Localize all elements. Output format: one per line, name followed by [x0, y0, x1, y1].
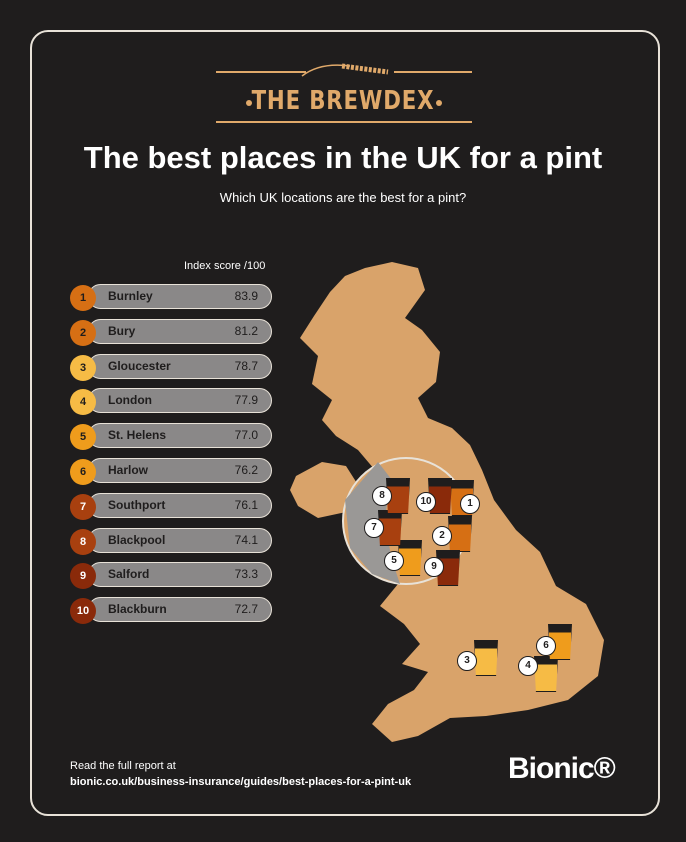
- ranking-row: 9 Salford 73.3: [70, 562, 274, 590]
- map-pin-number: 10: [416, 492, 436, 512]
- map-pin-number: 4: [518, 656, 538, 676]
- ranking-row: 5 St. Helens 77.0: [70, 423, 274, 451]
- ranking-row: 10 Blackburn 72.7: [70, 597, 274, 625]
- map-pin-number: 9: [424, 557, 444, 577]
- rank-badge: 1: [70, 285, 96, 311]
- map-pin-number: 5: [384, 551, 404, 571]
- score-bar: [88, 284, 272, 309]
- rank-badge: 10: [70, 598, 96, 625]
- wheat-icon: [301, 63, 389, 77]
- location-name: Southport: [108, 497, 166, 512]
- report-link[interactable]: bionic.co.uk/business-insurance/guides/b…: [70, 776, 412, 788]
- rank-badge: 6: [70, 459, 96, 485]
- ranking-row: 2 Bury 81.2: [70, 318, 274, 346]
- index-score: 78.7: [234, 358, 258, 373]
- subtitle: Which UK locations are the best for a pi…: [219, 190, 467, 205]
- logo-dot: [436, 100, 442, 106]
- index-score: 74.1: [234, 532, 258, 547]
- score-bar: [88, 423, 272, 449]
- map-pin-number: 2: [432, 526, 452, 546]
- brewdex-logo: THE BREWDEX: [251, 86, 435, 116]
- index-score: 77.0: [234, 428, 258, 443]
- logo-dot: [246, 100, 252, 106]
- bionic-logo: Bionic®: [508, 752, 616, 785]
- score-bar: [88, 353, 272, 379]
- index-score: 77.9: [234, 393, 258, 408]
- rank-badge: 8: [70, 528, 96, 555]
- rank-badge: 9: [70, 563, 96, 590]
- page-title: The best places in the UK for a pint: [83, 140, 603, 175]
- index-score: 76.2: [234, 463, 258, 477]
- logo-divider: [216, 71, 306, 73]
- decorative-frame: [30, 30, 660, 816]
- score-bar: [88, 388, 272, 414]
- location-name: Blackpool: [108, 532, 166, 547]
- score-bar: [88, 597, 272, 623]
- location-name: Bury: [108, 323, 136, 338]
- ranking-row: 3 Gloucester 78.7: [70, 353, 274, 381]
- logo-divider: [216, 121, 472, 123]
- footer-text: Read the full report at: [70, 760, 176, 772]
- ranking-row: 6 Harlow 76.2: [70, 458, 274, 485]
- location-name: Gloucester: [108, 358, 171, 373]
- map-pin-number: 8: [372, 486, 392, 506]
- map-pin-number: 1: [460, 494, 480, 514]
- map-pin-number: 7: [364, 518, 384, 538]
- ranking-row: 1 Burnley 83.9: [70, 284, 274, 311]
- score-bar: [88, 527, 272, 553]
- ranking-row: 4 London 77.9: [70, 388, 274, 416]
- index-score: 83.9: [234, 289, 258, 303]
- location-name: Burnley: [108, 289, 153, 303]
- score-bar: [88, 318, 272, 344]
- index-score-label: Index score /100: [184, 260, 266, 272]
- index-score: 81.2: [234, 323, 258, 338]
- rank-badge: 2: [70, 319, 96, 346]
- ranking-row: 7 Southport 76.1: [70, 492, 274, 520]
- score-bar: [88, 492, 272, 518]
- index-score: 76.1: [234, 497, 258, 512]
- pint-glass-icon: [534, 656, 558, 692]
- location-name: St. Helens: [108, 428, 167, 443]
- location-name: Salford: [108, 567, 150, 582]
- northern-ireland-shape: [290, 462, 360, 518]
- map-pin-number: 3: [457, 651, 477, 671]
- ranking-row: 8 Blackpool 74.1: [70, 527, 274, 555]
- location-name: Blackburn: [108, 602, 167, 617]
- location-name: Harlow: [108, 463, 149, 477]
- rank-badge: 5: [70, 424, 96, 451]
- rank-badge: 7: [70, 493, 96, 520]
- location-name: London: [108, 393, 152, 408]
- logo-divider: [394, 71, 472, 73]
- rank-badge: 3: [70, 354, 96, 381]
- index-score: 73.3: [234, 567, 258, 582]
- map-pin-number: 6: [536, 636, 556, 656]
- score-bar: [88, 458, 272, 483]
- pint-glass-icon: [474, 640, 498, 676]
- index-score: 72.7: [234, 602, 258, 617]
- score-bar: [88, 562, 272, 588]
- rank-badge: 4: [70, 389, 96, 416]
